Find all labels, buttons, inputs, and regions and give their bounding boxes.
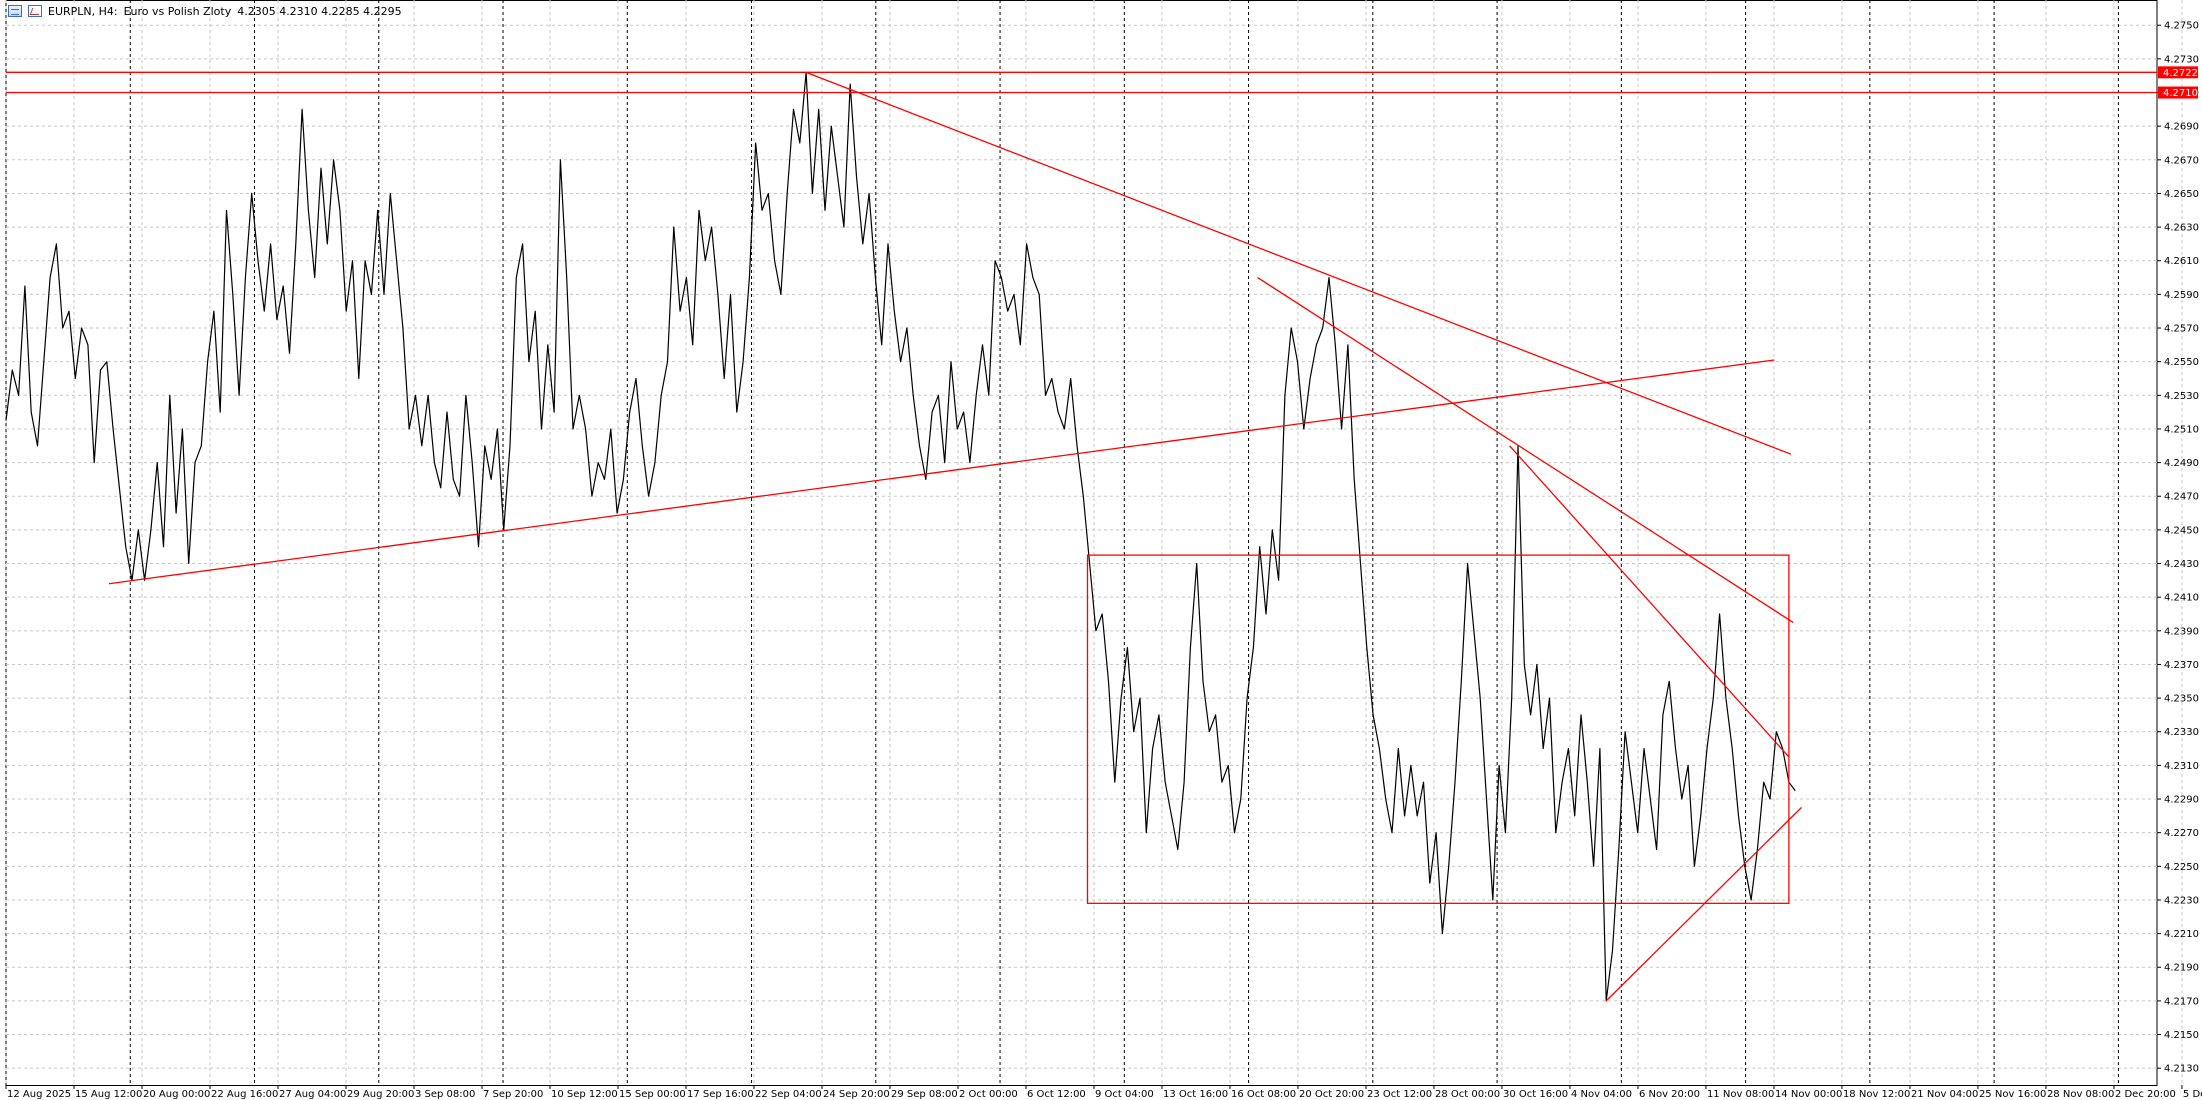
x-tick-label: 16 Oct 08:00 (1231, 1089, 1296, 1100)
x-tick-label: 6 Nov 20:00 (1639, 1089, 1700, 1100)
y-tick-label: 4.2450 (2164, 525, 2199, 536)
x-tick-label: 10 Sep 12:00 (551, 1089, 618, 1100)
price-axis[interactable]: 4.2750 4.2730 4.2710 4.2690 4.2670 4.2650 4.26… (2157, 21, 2199, 1075)
y-tick-label: 4.2510 (2164, 424, 2199, 435)
x-tick-label: 20 Oct 20:00 (1299, 1089, 1364, 1100)
plot-frame (5, 0, 2158, 1086)
chart-header: EURPLN, H4: Euro vs Polish Zloty 4.2305 … (8, 3, 402, 19)
symbol-description: Euro vs Polish Zloty (123, 4, 232, 18)
window-menu-icon[interactable] (8, 5, 22, 17)
y-tick-label: 4.2610 (2164, 256, 2199, 267)
y-tick-label: 4.2210 (2164, 929, 2199, 940)
price-label-box (2158, 66, 2198, 79)
y-tick-label: 4.2350 (2164, 694, 2199, 705)
price-label-box (2158, 86, 2198, 99)
x-tick-label: 6 Oct 12:00 (1027, 1089, 1086, 1100)
y-tick-label: 4.2270 (2164, 828, 2199, 839)
period-separators (129, 0, 2119, 1085)
x-tick-label: 28 Oct 00:00 (1435, 1089, 1500, 1100)
y-tick-label: 4.2490 (2164, 458, 2199, 469)
trendline[interactable] (1605, 806, 1802, 1002)
x-tick-label: 9 Oct 04:00 (1095, 1089, 1154, 1100)
y-tick-label: 4.2170 (2164, 996, 2199, 1007)
y-tick-label: 4.2470 (2164, 492, 2199, 503)
trendline[interactable] (805, 71, 1792, 455)
x-tick-label: 5 Dec 12:00 (2183, 1089, 2202, 1100)
x-tick-label: 23 Oct 12:00 (1367, 1089, 1432, 1100)
price-series (5, 71, 1796, 1002)
trendline[interactable] (108, 359, 1775, 585)
trendline[interactable] (1509, 445, 1790, 758)
x-tick-label: 2 Oct 00:00 (959, 1089, 1018, 1100)
x-tick-label: 28 Nov 08:00 (2047, 1089, 2114, 1100)
price-label: 4.2710 (2163, 88, 2198, 99)
y-tick-label: 4.2310 (2164, 761, 2199, 772)
price-line-series-0 (5, 71, 1796, 1002)
y-tick-label: 4.2150 (2164, 1030, 2199, 1041)
x-tick-label: 4 Nov 04:00 (1571, 1089, 1632, 1100)
x-tick-label: 12 Aug 2025 (7, 1089, 71, 1100)
x-tick-label: 15 Sep 00:00 (619, 1089, 686, 1100)
y-tick-label: 4.2630 (2164, 223, 2199, 234)
x-tick-label: 14 Nov 00:00 (1775, 1089, 1842, 1100)
grid (5, 0, 2183, 1086)
trend-drawings[interactable] (6, 71, 2157, 1002)
x-tick-label: 29 Aug 20:00 (347, 1089, 414, 1100)
x-tick-label: 25 Nov 16:00 (1979, 1089, 2046, 1100)
x-tick-label: 11 Nov 08:00 (1707, 1089, 1774, 1100)
x-tick-label: 18 Nov 12:00 (1843, 1089, 1910, 1100)
y-tick-label: 4.2550 (2164, 357, 2199, 368)
x-tick-label: 27 Aug 04:00 (279, 1089, 346, 1100)
y-tick-label: 4.2330 (2164, 727, 2199, 738)
y-tick-label: 4.2130 (2164, 1064, 2199, 1075)
trendline[interactable] (1257, 277, 1794, 623)
ohlc-values: 4.2305 4.2310 4.2285 4.2295 (237, 4, 402, 18)
x-tick-label: 3 Sep 08:00 (415, 1089, 475, 1100)
x-tick-label: 22 Aug 16:00 (211, 1089, 278, 1100)
range-rectangle[interactable] (1086, 554, 1790, 904)
y-tick-label: 4.2530 (2164, 391, 2199, 402)
x-tick-label: 29 Sep 08:00 (891, 1089, 958, 1100)
y-tick-label: 4.2190 (2164, 963, 2199, 974)
y-tick-label: 4.2570 (2164, 324, 2199, 335)
x-tick-label: 30 Oct 16:00 (1503, 1089, 1568, 1100)
time-axis[interactable]: 12 Aug 2025 15 Aug 12:00 20 Aug 00:00 22 Au… (5, 1085, 2202, 1100)
price-label: 4.2722 (2163, 68, 2198, 79)
symbol-label: EURPLN, H4: (48, 4, 118, 18)
y-tick-label: 4.2370 (2164, 660, 2199, 671)
x-tick-label: 2 Dec 20:00 (2115, 1089, 2176, 1100)
x-tick-label: 17 Sep 16:00 (687, 1089, 754, 1100)
x-tick-label: 13 Oct 16:00 (1163, 1089, 1228, 1100)
y-tick-label: 4.2290 (2164, 795, 2199, 806)
y-tick-label: 4.2730 (2164, 54, 2199, 65)
y-tick-label: 4.2650 (2164, 189, 2199, 200)
x-tick-label: 7 Sep 20:00 (483, 1089, 543, 1100)
y-tick-label: 4.2750 (2164, 21, 2199, 32)
y-tick-label: 4.2590 (2164, 290, 2199, 301)
x-tick-label: 15 Aug 12:00 (75, 1089, 142, 1100)
y-tick-label: 4.2230 (2164, 895, 2199, 906)
y-tick-label: 4.2670 (2164, 155, 2199, 166)
x-tick-label: 20 Aug 00:00 (143, 1089, 210, 1100)
chart-type-icon[interactable] (28, 5, 42, 17)
x-tick-label: 24 Sep 20:00 (823, 1089, 890, 1100)
y-tick-label: 4.2690 (2164, 122, 2199, 133)
x-tick-label: 22 Sep 04:00 (755, 1089, 822, 1100)
y-tick-label: 4.2390 (2164, 626, 2199, 637)
y-tick-label: 4.2430 (2164, 559, 2199, 570)
x-tick-label: 21 Nov 04:00 (1911, 1089, 1978, 1100)
y-tick-label: 4.2250 (2164, 862, 2199, 873)
y-tick-label: 4.2410 (2164, 593, 2199, 604)
